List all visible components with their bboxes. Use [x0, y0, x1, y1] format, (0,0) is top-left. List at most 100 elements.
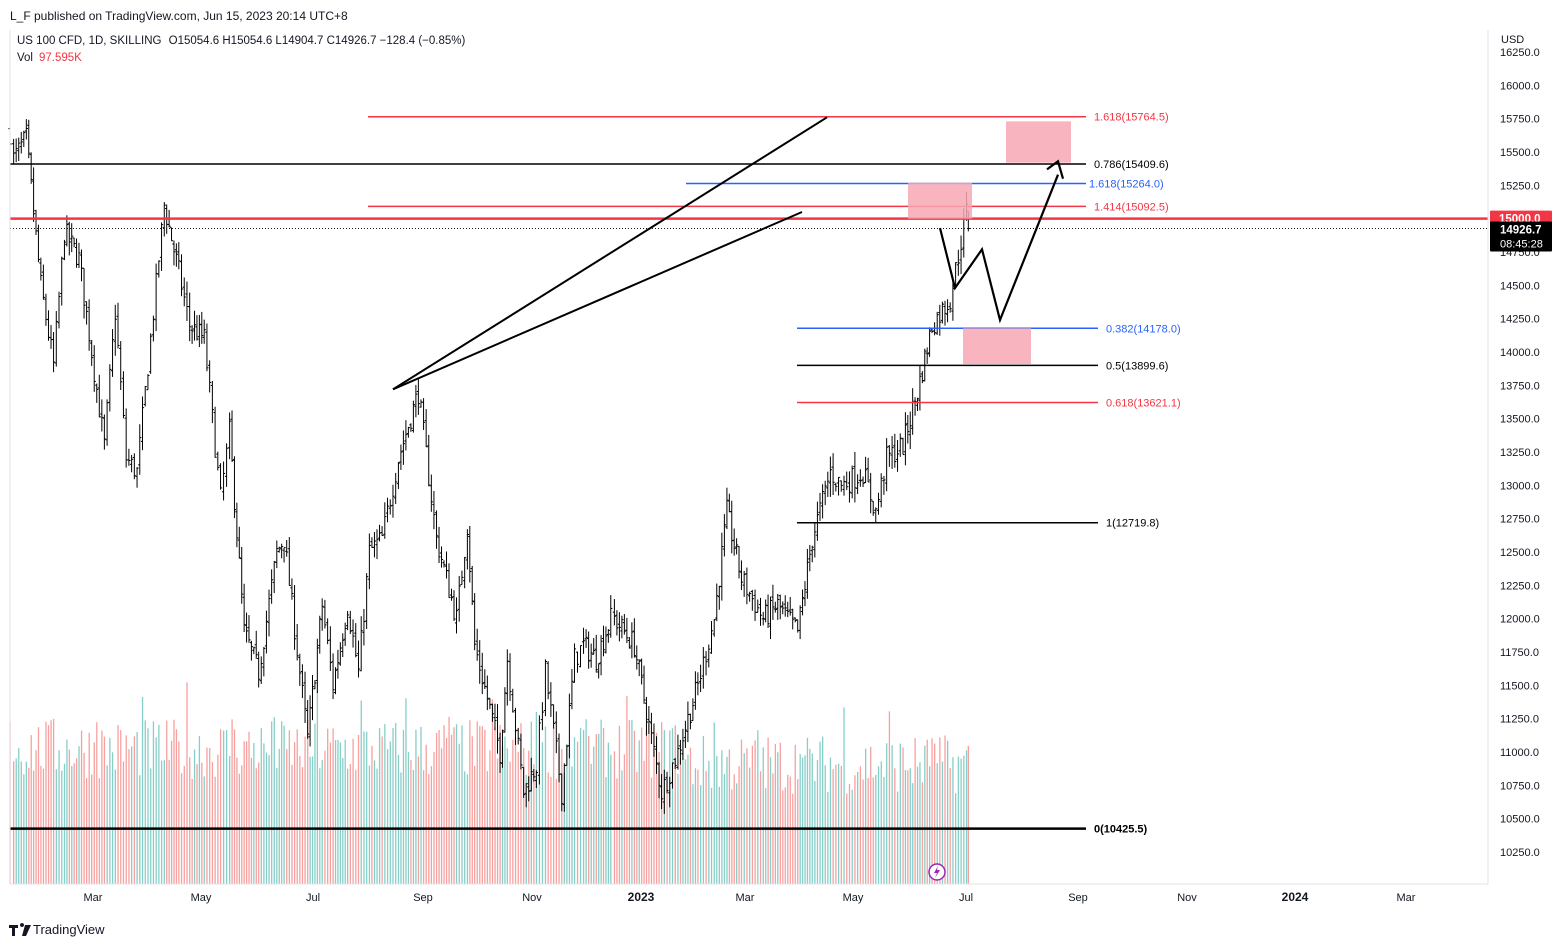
ohlc-bar [375, 529, 379, 560]
lightning-icon[interactable] [928, 863, 946, 881]
volume-bars [9, 682, 970, 884]
ohlc-bar [306, 700, 310, 739]
fib-level-label: 0.5(13899.6) [1106, 360, 1168, 372]
ohlc-bar [750, 589, 754, 611]
ohlc-bar [478, 640, 482, 684]
volume-bar [819, 741, 821, 884]
ohlc-bar [179, 254, 184, 297]
ohlc-bar [594, 634, 598, 673]
volume-bar [438, 730, 440, 884]
ohlc-bar [127, 448, 131, 466]
volume-bar [25, 761, 28, 884]
volume-bar [147, 728, 149, 884]
volume-bar [728, 749, 731, 884]
ohlc-bar [190, 325, 194, 344]
ohlc-bar [124, 408, 128, 468]
ohlc-bar [652, 723, 656, 757]
volume-bar [376, 768, 378, 884]
ohlc-bar [640, 658, 644, 685]
ohlc-bar [890, 435, 894, 469]
ohlc-bar [41, 264, 45, 300]
ohlc-bar [691, 698, 695, 722]
fib-level-label: 0(10425.5) [1094, 824, 1148, 836]
volume-bar [514, 737, 517, 884]
fib-level: 0.382(14178.0) [797, 323, 1181, 335]
volume-bar [643, 760, 645, 884]
volume-bar [650, 777, 653, 884]
volume-bar [904, 769, 907, 884]
ohlc-bar [174, 243, 178, 267]
volume-bar [114, 769, 116, 884]
ohlc-bar [388, 499, 392, 515]
volume-bar [75, 758, 78, 884]
volume-bar [708, 760, 710, 884]
symbol-legend[interactable]: US 100 CFD, 1D, SKILLING O15054.6 H15054… [17, 35, 465, 47]
currency-label[interactable]: USD [1501, 34, 1525, 46]
ohlc-bar [786, 601, 790, 618]
ohlc-bar [280, 543, 284, 559]
volume-legend[interactable]: Vol 97.595K [17, 52, 82, 64]
volume-bar [824, 765, 826, 884]
volume-bar [96, 722, 98, 884]
ohlc-bar [543, 659, 548, 717]
volume-bar [55, 769, 57, 884]
volume-bar [533, 764, 535, 884]
volume-bar [175, 729, 178, 884]
ohlc-bar [359, 616, 363, 672]
ohlc-bar [130, 454, 134, 473]
volume-bar [321, 759, 323, 884]
volume-bar [35, 750, 37, 884]
volume-bar [754, 740, 756, 884]
ohlc-bar [31, 167, 36, 222]
fib-level: 0.618(13621.1) [797, 398, 1181, 410]
ohlc-bar [434, 510, 439, 549]
volume-bar [344, 739, 346, 884]
x-tick-label: Sep [1068, 892, 1088, 904]
volume-bar [253, 743, 255, 884]
volume-bar [610, 754, 612, 884]
ohlc-bar [678, 739, 683, 765]
ohlc-bar [29, 152, 33, 184]
ohlc-bar [788, 596, 792, 616]
ohlc-bar [367, 533, 371, 590]
ohlc-bar [221, 461, 226, 501]
ohlc-bar [490, 703, 495, 722]
volume-bar [440, 748, 443, 884]
ohlc-bar [185, 281, 189, 321]
volume-bar [718, 786, 721, 884]
volume-bar [469, 720, 471, 884]
ohlc-bar [834, 482, 838, 492]
ohlc-bar [773, 601, 777, 613]
ohlc-bar [409, 423, 413, 432]
ohlc-bar [216, 451, 220, 471]
ohlc-bar [475, 628, 479, 661]
volume-bar [598, 733, 600, 884]
ohlc-bar [182, 277, 186, 307]
volume-bar [687, 754, 689, 884]
y-tick-label: 11250.0 [1500, 714, 1539, 726]
volume-bar [268, 755, 270, 884]
ohlc-bar [460, 570, 464, 586]
ohlc-bar [437, 526, 441, 564]
volume-bar [45, 721, 47, 884]
volume-bar [774, 743, 777, 884]
fib-level-label: 0.618(13621.1) [1106, 398, 1181, 410]
ohlc-bar [732, 528, 736, 556]
volume-bar [517, 751, 519, 884]
volume-bar [120, 730, 122, 884]
volume-bar [133, 736, 136, 884]
ohlc-bar [473, 593, 477, 651]
ohlc-bar [722, 514, 726, 557]
fib-level: 1.618(15764.5) [368, 112, 1169, 124]
ohlc-bar [249, 640, 253, 661]
ohlc-bar [945, 299, 950, 323]
ohlc-bar [252, 646, 256, 655]
ohlc-bar [560, 773, 564, 812]
volume-bar [381, 736, 383, 884]
fib-level: 0(10425.5) [10, 824, 1148, 836]
ohlc-bar [100, 399, 104, 432]
ohlc-bar [696, 672, 700, 696]
volume-bar [896, 791, 899, 884]
y-tick-label: 13500.0 [1500, 414, 1540, 426]
